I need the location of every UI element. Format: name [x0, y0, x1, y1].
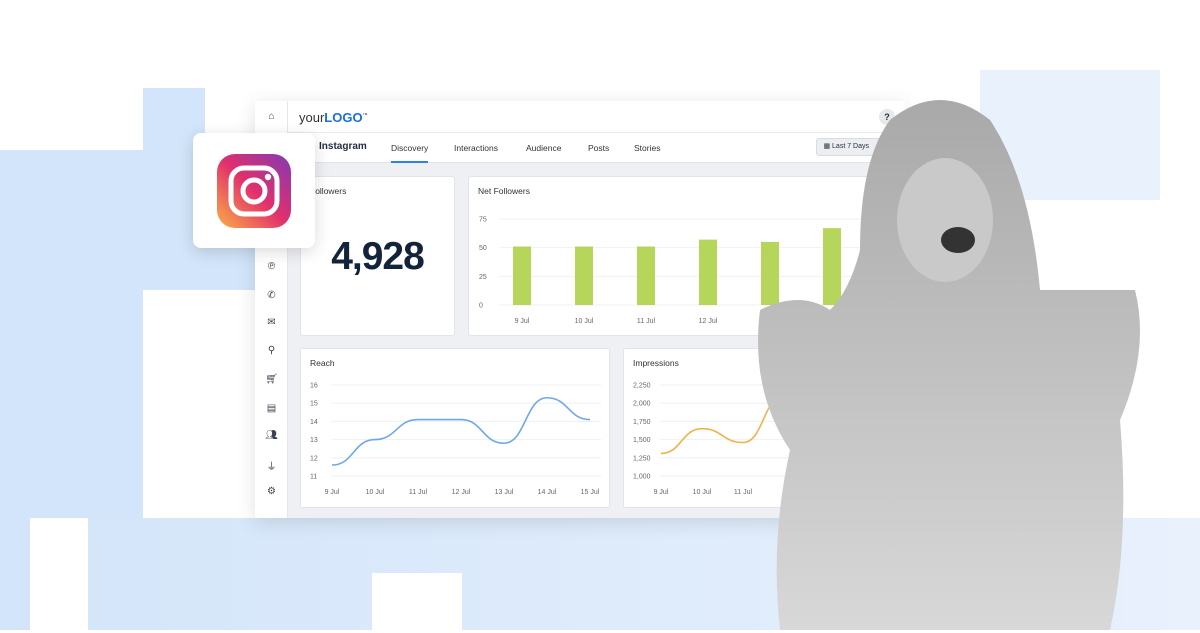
- decor-white-block: [372, 573, 462, 630]
- tab-bar: Instagram Discovery Interactions Audienc…: [288, 133, 905, 163]
- decor-panel: [0, 290, 143, 518]
- bar: [575, 246, 593, 305]
- reach-card: Reach 11 12 13 14 15 16 9 Jul 10 Jul 11 Jul 12 Ju…: [300, 348, 610, 508]
- tab-interactions[interactable]: Interactions: [454, 143, 498, 153]
- y-tick-label: 75: [479, 217, 487, 224]
- cart-icon[interactable]: 🛒︎: [265, 374, 278, 385]
- calendar-icon: ▦: [823, 143, 833, 150]
- tab-audience[interactable]: Audience: [526, 143, 562, 153]
- instagram-icon: [217, 154, 291, 228]
- instagram-badge: [193, 133, 315, 248]
- phone-icon[interactable]: ✆: [267, 290, 276, 301]
- impressions-title: Impressions: [633, 358, 679, 368]
- home-icon[interactable]: ⌂: [268, 111, 275, 122]
- pinterest-icon[interactable]: ℗: [267, 261, 276, 272]
- logo[interactable]: yourLOGO™: [299, 110, 368, 125]
- x-tick-label: 15 Jul: [581, 489, 600, 496]
- bar: [823, 228, 841, 305]
- page-title: Instagram: [319, 141, 367, 152]
- logo-prefix: your: [299, 110, 325, 125]
- y-tick-label: 25: [479, 274, 487, 281]
- x-tick-label: 9 Jul: [654, 489, 669, 496]
- tab-posts[interactable]: Posts: [588, 143, 610, 153]
- y-tick-label: 16: [310, 383, 318, 390]
- y-tick-label: 14: [310, 419, 318, 426]
- net-followers-title: Net Followers: [478, 186, 530, 196]
- location-pin-icon[interactable]: ⚲: [267, 345, 276, 356]
- bar: [699, 239, 717, 305]
- plug-icon[interactable]: ⏚: [266, 462, 277, 473]
- person-photo: [758, 100, 1140, 630]
- x-tick-label: 10 Jul: [693, 489, 712, 496]
- y-tick-label: 50: [479, 245, 487, 252]
- date-range-label: Last 7 Days: [832, 143, 869, 150]
- x-tick-label: 10 Jul: [366, 489, 385, 496]
- users-icon[interactable]: 👥︎: [265, 430, 278, 441]
- logo-tm: ™: [362, 112, 368, 119]
- bar: [637, 246, 655, 305]
- x-tick-label: 14 Jul: [538, 489, 557, 496]
- x-tick-label: 11 Jul: [409, 489, 428, 496]
- y-tick-label: 15: [310, 401, 318, 408]
- header: yourLOGO™ ?: [288, 101, 905, 133]
- decor-white-block: [30, 518, 88, 630]
- y-tick-label: 1,250: [633, 455, 651, 462]
- tab-stories[interactable]: Stories: [634, 143, 661, 153]
- y-tick-label: 1,750: [633, 419, 651, 426]
- tab-discovery[interactable]: Discovery: [391, 143, 429, 163]
- x-tick-label: 12 Jul: [452, 489, 471, 496]
- x-tick-label: 11 Jul: [734, 489, 753, 496]
- followers-value: 4,928: [331, 235, 425, 278]
- followers-card: Followers 4,928: [300, 176, 455, 336]
- reach-chart: 11 12 13 14 15 16 9 Jul 10 Jul 11 Jul 12 Jul 13 Ju…: [310, 383, 601, 496]
- x-tick-label: 9 Jul: [515, 318, 530, 325]
- gear-icon[interactable]: ⚙: [267, 486, 276, 497]
- y-tick-label: 1,500: [633, 437, 651, 444]
- y-tick-label: 2,250: [633, 383, 651, 390]
- y-tick-label: 0: [479, 303, 483, 310]
- x-tick-label: 13 Jul: [495, 489, 514, 496]
- bar: [513, 246, 531, 305]
- series-line: [331, 396, 591, 466]
- followers-title: Followers: [310, 186, 347, 196]
- logo-main: LOGO: [324, 110, 363, 125]
- x-tick-label: 11 Jul: [637, 318, 656, 325]
- y-tick-label: 12: [310, 455, 318, 462]
- series-line: [660, 395, 785, 455]
- mail-icon[interactable]: ✉: [267, 317, 276, 328]
- reach-title: Reach: [310, 358, 335, 368]
- y-tick-label: 11: [310, 474, 317, 481]
- y-tick-label: 13: [310, 437, 318, 444]
- document-icon[interactable]: ▤: [266, 403, 277, 414]
- y-tick-label: 2,000: [633, 401, 651, 408]
- x-tick-label: 9 Jul: [325, 489, 340, 496]
- x-tick-label: 10 Jul: [575, 318, 594, 325]
- y-tick-label: 1,000: [633, 474, 651, 481]
- bar: [761, 241, 779, 305]
- x-tick-label: 12 Jul: [699, 318, 718, 325]
